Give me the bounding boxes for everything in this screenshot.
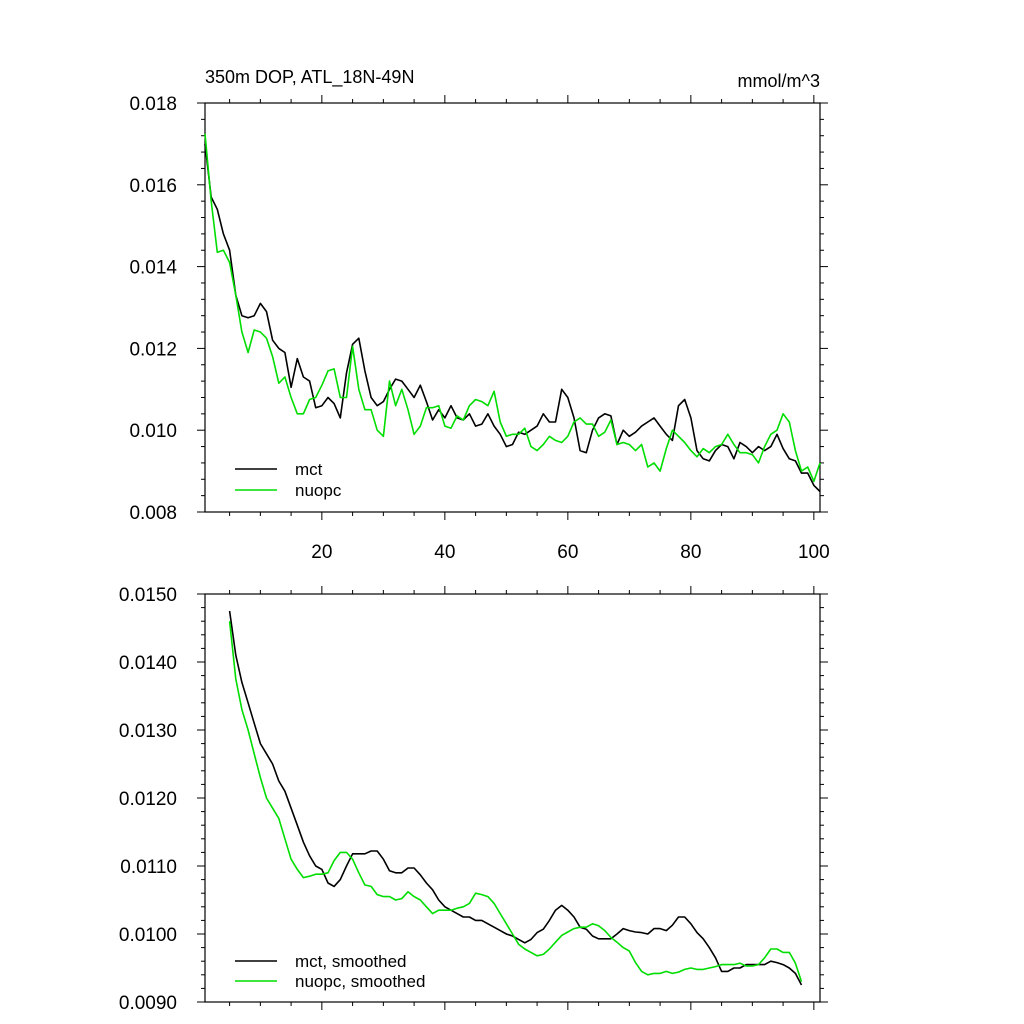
x-tick-label: 40 xyxy=(434,542,455,563)
x-tick-label: 100 xyxy=(798,542,830,563)
chart-panel-top: 0.008 0.010 0.012 0.014 0.016 0.018 20 40 60 80 10… xyxy=(129,67,829,563)
series-line-mct-smoothed xyxy=(228,610,803,986)
series-line-nuopc-smoothed xyxy=(228,621,803,982)
legend: mct, smoothed nuopc, smoothed xyxy=(235,952,425,991)
legend-label-mct-smoothed: mct, smoothed xyxy=(295,952,407,971)
y-tick-label: 0.008 xyxy=(129,503,177,524)
chart-panel-bottom: 0.0090 0.0100 0.0110 0.0120 0.0130 0.0140 0.01… xyxy=(119,585,828,1014)
y-tick-label: 0.012 xyxy=(129,339,177,360)
axis-ticks: 0.0090 0.0100 0.0110 0.0120 0.0130 0.0140 0.01… xyxy=(119,585,828,1014)
y-tick-label: 0.0120 xyxy=(119,789,177,810)
units-label: mmol/m^3 xyxy=(738,71,820,91)
y-tick-label: 0.014 xyxy=(129,258,177,279)
legend: mct nuopc xyxy=(235,460,342,500)
x-tick-label: 20 xyxy=(311,542,332,563)
y-tick-label: 0.0150 xyxy=(119,585,177,606)
y-tick-label: 0.018 xyxy=(129,94,177,115)
axis-ticks: 0.008 0.010 0.012 0.014 0.016 0.018 20 40 60 80 10… xyxy=(129,94,829,563)
x-tick-label: 80 xyxy=(680,542,701,563)
series-line-mct xyxy=(204,143,821,493)
x-tick-label: 60 xyxy=(557,542,578,563)
y-tick-label: 0.0100 xyxy=(119,925,177,946)
legend-label-nuopc-smoothed: nuopc, smoothed xyxy=(295,972,425,991)
legend-label-mct: mct xyxy=(295,460,323,479)
series-line-nuopc xyxy=(204,133,821,483)
plot-frame xyxy=(204,593,821,1003)
y-tick-label: 0.0090 xyxy=(119,993,177,1014)
chart-title: 350m DOP, ATL_18N-49N xyxy=(205,67,414,88)
y-tick-label: 0.016 xyxy=(129,176,177,197)
y-tick-label: 0.0140 xyxy=(119,653,177,674)
series-layer xyxy=(204,133,821,493)
y-tick-label: 0.0130 xyxy=(119,721,177,742)
y-tick-label: 0.010 xyxy=(129,421,177,442)
y-tick-label: 0.0110 xyxy=(120,857,177,878)
series-layer xyxy=(228,610,803,986)
plot-frame xyxy=(204,102,821,513)
legend-label-nuopc: nuopc xyxy=(295,481,342,500)
